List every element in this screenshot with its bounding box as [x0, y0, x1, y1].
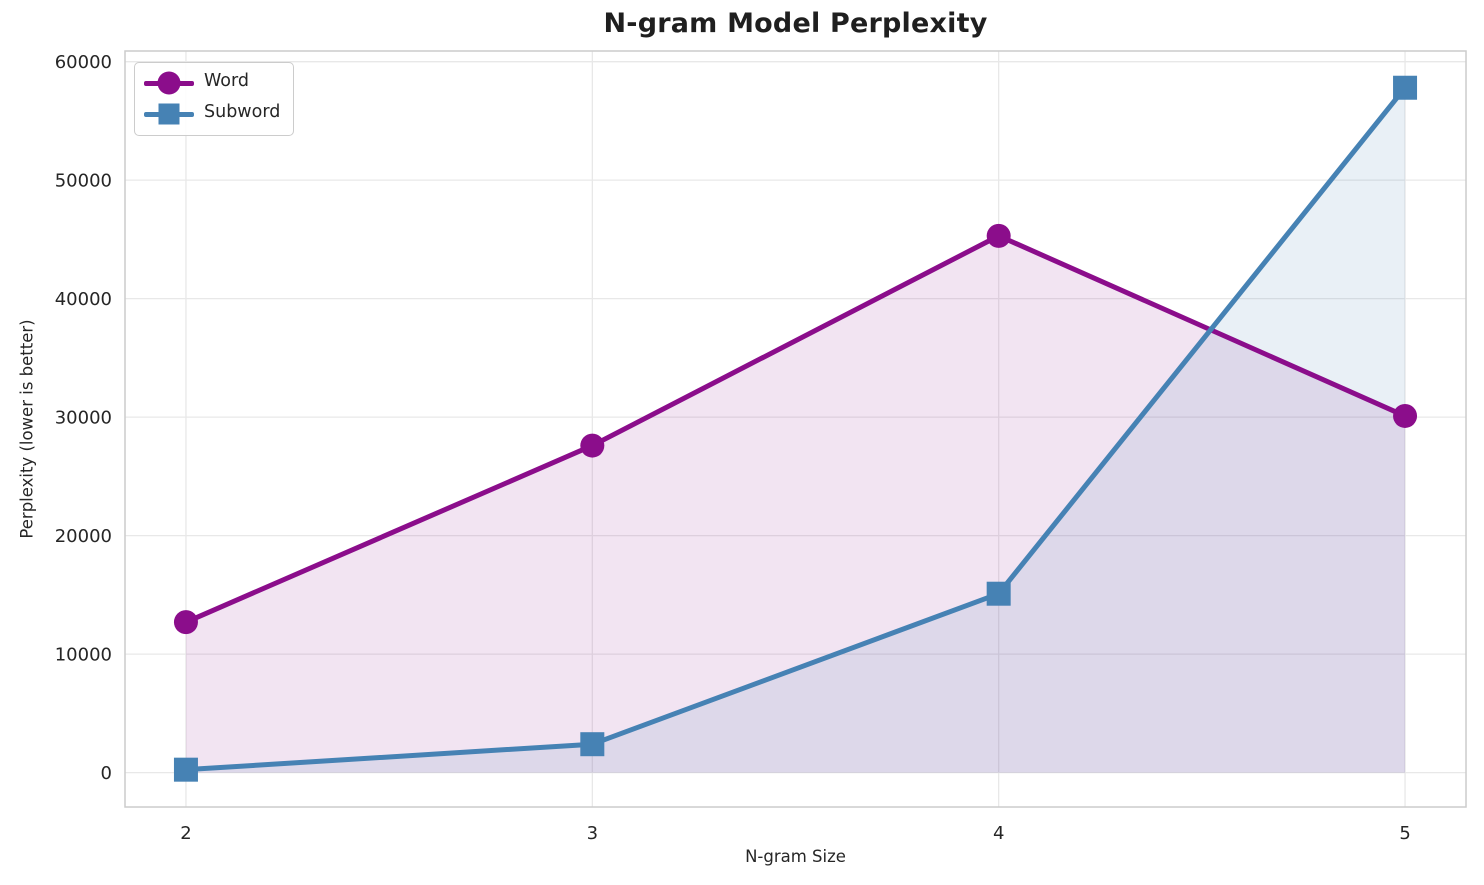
y-tick-label: 0	[101, 763, 112, 784]
y-tick-label: 20000	[55, 526, 112, 547]
data-point-subword	[580, 732, 605, 757]
subword-marker-swatch	[158, 103, 180, 125]
x-tick-label: 2	[180, 823, 191, 844]
area-fill-subword	[185, 87, 1406, 773]
data-point-subword	[986, 581, 1011, 606]
x-tick-label: 4	[993, 823, 1004, 844]
y-tick-label: 50000	[55, 171, 112, 192]
data-point-subword	[1393, 75, 1418, 100]
word-marker-swatch	[157, 71, 181, 95]
y-tick-label: 30000	[55, 408, 112, 429]
y-tick-label: 60000	[55, 52, 112, 73]
data-point-word	[173, 610, 198, 635]
y-tick-label: 40000	[55, 289, 112, 310]
legend-item-subword: Subword	[144, 101, 280, 127]
word-circle-marker-icon	[144, 70, 194, 96]
data-point-word	[1393, 403, 1418, 428]
legend-label-word: Word	[204, 71, 249, 92]
legend-item-word: Word	[144, 70, 280, 96]
series-line-subword	[183, 85, 1408, 773]
series-line-word	[183, 233, 1408, 625]
x-axis-label: N-gram Size	[745, 847, 846, 866]
plot-border	[124, 50, 1467, 808]
x-tick-label: 3	[587, 823, 598, 844]
y-axis-label: Perplexity (lower is better)	[17, 319, 37, 539]
chart-title: N-gram Model Perplexity	[603, 8, 988, 39]
data-point-subword	[173, 757, 198, 782]
data-point-word	[986, 223, 1011, 248]
y-tick-label: 10000	[55, 645, 112, 666]
area-fill-word	[185, 235, 1406, 773]
data-point-word	[580, 433, 605, 458]
x-tick-label: 5	[1399, 823, 1410, 844]
subword-square-marker-icon	[144, 101, 194, 127]
legend-label-subword: Subword	[204, 102, 281, 123]
legend: Word Subword	[134, 62, 295, 136]
